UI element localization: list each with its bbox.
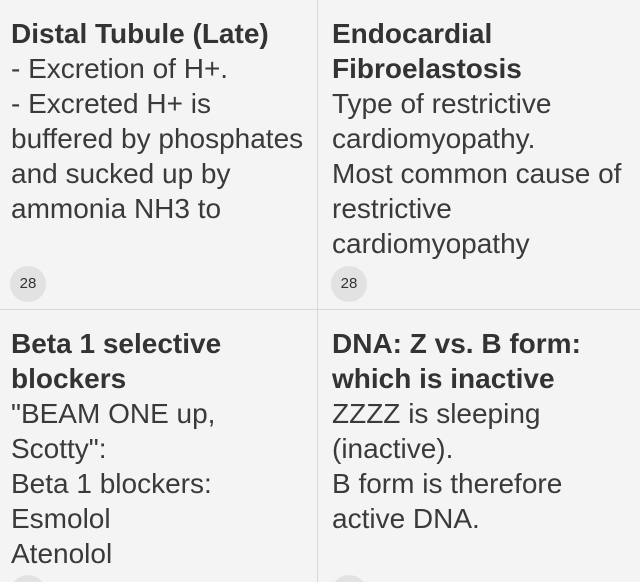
- card-body: "BEAM ONE up, Scotty": Beta 1 blockers: …: [11, 398, 216, 569]
- card-title: DNA: Z vs. B form: which is inactive: [332, 328, 581, 394]
- card-title: Distal Tubule (Late): [11, 18, 269, 49]
- count-badge: 28: [331, 266, 367, 302]
- column-divider: [317, 310, 318, 582]
- card-body: ZZZZ is sleeping (inactive). B form is t…: [332, 398, 563, 534]
- count-badge: 28: [10, 266, 46, 302]
- card-title: Beta 1 selective blockers: [11, 328, 222, 394]
- card-body: Type of restrictive cardiomyopathy. Most…: [332, 88, 622, 259]
- flashcard[interactable]: Beta 1 selective blockers "BEAM ONE up, …: [0, 310, 317, 582]
- row-divider: [0, 309, 640, 310]
- card-body: - Excretion of H+. - Excreted H+ is buff…: [11, 53, 304, 224]
- card-title: Endocardial Fibroelastosis: [332, 18, 522, 84]
- flashcard[interactable]: Endocardial Fibroelastosis Type of restr…: [318, 0, 640, 309]
- count-badge: [10, 575, 46, 582]
- flashcard[interactable]: Distal Tubule (Late) - Excretion of H+. …: [0, 0, 317, 309]
- flashcard[interactable]: DNA: Z vs. B form: which is inactive ZZZ…: [318, 310, 640, 582]
- column-divider: [317, 0, 318, 309]
- count-badge: [331, 575, 367, 582]
